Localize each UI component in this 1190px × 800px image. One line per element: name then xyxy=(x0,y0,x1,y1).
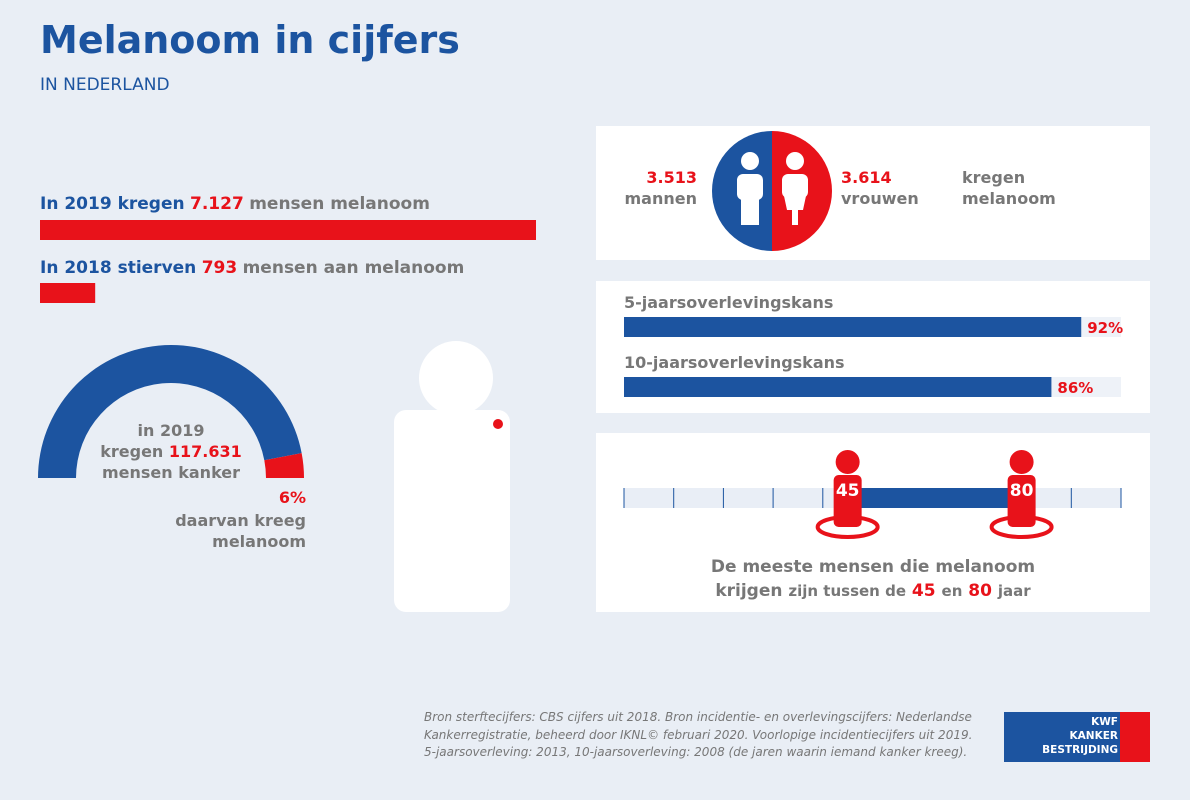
logo-red xyxy=(1120,712,1150,762)
share-note: daarvan kreeg melanoom xyxy=(175,510,306,552)
value-label: 92% xyxy=(1087,319,1123,337)
deaths-text: In 2018 stierven 793 mensen aan melanoom xyxy=(40,258,464,278)
person-head xyxy=(419,341,493,415)
text: mannen xyxy=(624,189,698,208)
text: kregen xyxy=(962,168,1026,187)
value: 117.631 xyxy=(168,442,242,461)
text: mensen kanker xyxy=(101,463,241,482)
logo: KWF KANKER BESTRIJDING xyxy=(1008,715,1118,757)
woman-icon xyxy=(782,152,808,225)
men: 3.513 mannen xyxy=(625,167,698,209)
pin-label: 45 xyxy=(836,481,860,501)
gauge-rest xyxy=(38,344,302,478)
text: en xyxy=(941,582,963,600)
value: 80 xyxy=(968,581,992,601)
gender-text: kregen melanoom xyxy=(962,167,1056,209)
age-bar xyxy=(847,488,1022,508)
text: 5-jaarsoverleving: 2013, 10-jaarsoverlev… xyxy=(424,745,968,759)
person-body xyxy=(394,410,510,612)
share-label: 6% xyxy=(278,488,306,507)
text: zijn tussen de xyxy=(788,582,906,600)
man-icon xyxy=(737,152,763,225)
text: In 2018 stierven xyxy=(40,258,197,278)
text: melanoom xyxy=(212,532,306,551)
pin-body xyxy=(833,475,862,527)
pin-body xyxy=(1007,475,1036,527)
pin-label: 80 xyxy=(1010,481,1034,501)
incidence-text: In 2019 kregen 7.127 mensen melanoom xyxy=(40,194,430,214)
pin-head xyxy=(835,450,860,474)
value: 45 xyxy=(911,581,936,601)
value-label: 86% xyxy=(1057,379,1093,397)
bar xyxy=(624,317,1082,337)
text: Bron sterftecijfers: CBS cijfers uit 201… xyxy=(424,710,972,724)
age-caption: De meeste mensen die melanoom krijgen zij… xyxy=(596,555,1150,603)
value: 793 xyxy=(201,258,238,278)
footnote: Bron sterftecijfers: CBS cijfers uit 201… xyxy=(424,709,972,762)
text: KWF xyxy=(1091,716,1118,728)
text: jaar xyxy=(997,582,1031,600)
text: daarvan kreeg xyxy=(175,511,306,530)
value: 7.127 xyxy=(190,194,244,214)
text: mensen melanoom xyxy=(249,194,430,214)
title: Melanoom in cijfers xyxy=(40,18,460,62)
survival-label: 10-jaarsoverlevingskans xyxy=(624,353,845,372)
value: 3.614 xyxy=(841,168,892,187)
text: krijgen xyxy=(715,581,783,601)
bar xyxy=(40,283,96,303)
gauge-share xyxy=(264,453,304,478)
value: 3.513 xyxy=(646,168,697,187)
bar xyxy=(624,377,1052,397)
text: In 2019 kregen xyxy=(40,194,185,214)
text: in 2019 xyxy=(137,421,205,440)
text: KANKER xyxy=(1069,730,1118,742)
panel xyxy=(596,126,1150,260)
text: Kankerregistratie, beheerd door IKNL© fe… xyxy=(424,727,973,742)
pin-head xyxy=(1009,450,1034,474)
gauge-text: in 2019 kregen 117.631 mensen kanker xyxy=(71,420,271,483)
text: vrouwen xyxy=(841,189,919,208)
text: De meeste mensen die melanoom xyxy=(710,557,1036,577)
bar xyxy=(40,220,536,240)
text: mensen aan melanoom xyxy=(242,258,465,278)
text: kregen xyxy=(100,442,164,461)
women: 3.614 vrouwen xyxy=(841,167,919,209)
text: BESTRIJDING xyxy=(1042,744,1118,756)
text: melanoom xyxy=(962,189,1056,208)
skin-spot xyxy=(493,419,503,429)
subtitle: IN NEDERLAND xyxy=(40,75,170,95)
survival-label: 5-jaarsoverlevingskans xyxy=(624,293,833,312)
